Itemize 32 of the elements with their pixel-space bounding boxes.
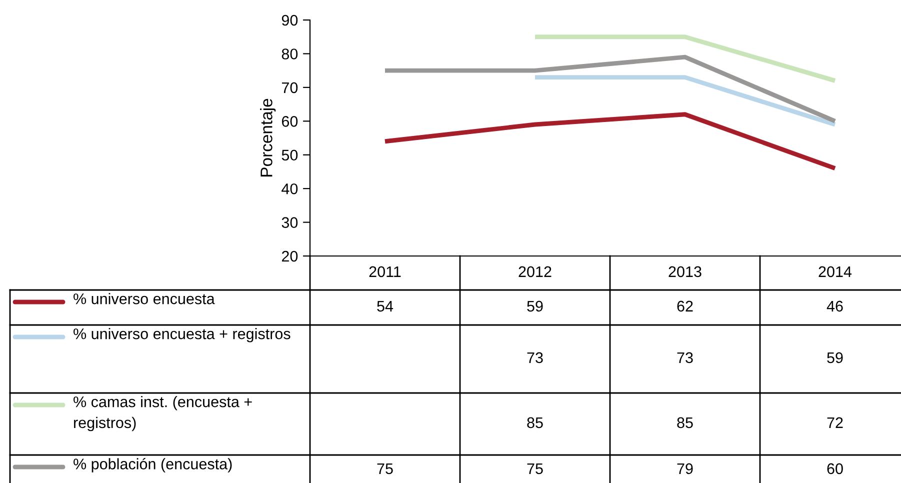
y-axis-title: Porcentaje <box>260 98 276 176</box>
data-label: 85 <box>677 417 693 428</box>
data-label: 85 <box>527 417 543 428</box>
data-label: 54 <box>377 300 394 312</box>
x-tick-label: 2014 <box>818 266 852 278</box>
data-label: 73 <box>677 352 693 364</box>
legend-label: % población (encuesta) <box>74 458 232 472</box>
y-tick-label: 50 <box>282 150 298 161</box>
y-tick-label: 40 <box>282 183 298 194</box>
data-label: 59 <box>827 352 843 364</box>
legend-label: % universo encuesta + registros <box>74 328 290 342</box>
data-label: 59 <box>527 300 543 312</box>
data-label: 73 <box>527 352 543 364</box>
x-tick-label: 2013 <box>668 266 702 278</box>
legend-label: % universo encuesta <box>74 293 215 304</box>
x-tick-label: 2012 <box>518 266 552 278</box>
data-label: 79 <box>677 463 693 474</box>
y-tick-label: 80 <box>282 48 298 60</box>
y-tick-label: 60 <box>282 116 298 127</box>
data-label: 60 <box>827 463 843 474</box>
data-label: 72 <box>827 417 843 428</box>
y-tick-label: 70 <box>282 82 298 94</box>
data-label: 75 <box>377 463 393 474</box>
x-tick-label: 2011 <box>369 266 401 278</box>
y-tick-label: 30 <box>282 217 298 228</box>
data-label: 75 <box>527 463 543 474</box>
data-label: 62 <box>677 300 693 312</box>
legend-label: % camas inst. (encuesta + registros) <box>74 396 252 432</box>
data-label: 46 <box>826 300 843 312</box>
line-series <box>382 112 838 171</box>
y-tick-label: 90 <box>282 14 298 26</box>
y-tick-label: 20 <box>282 250 298 262</box>
